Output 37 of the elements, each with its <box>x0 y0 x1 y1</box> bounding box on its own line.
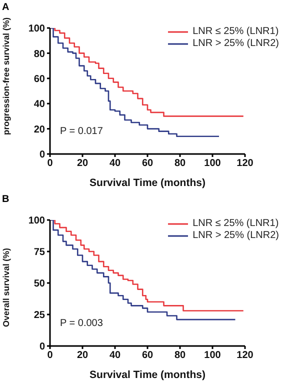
legend-label: LNR > 25% (LNR2) <box>192 38 279 49</box>
x-tick-label: 20 <box>76 350 88 362</box>
y-tick-label: 100 <box>28 216 46 227</box>
y-tick-label: 60 <box>34 74 46 85</box>
x-tick-label: 100 <box>204 350 222 362</box>
y-tick-label: 75 <box>34 247 46 258</box>
x-tick-label: 40 <box>109 158 121 170</box>
y-tick-label: 80 <box>34 48 46 60</box>
x-tick-label: 60 <box>142 350 154 362</box>
y-tick-label: 20 <box>34 124 46 136</box>
x-tick-label: 120 <box>236 158 254 170</box>
x-tick-label: 0 <box>47 350 54 362</box>
text: B <box>2 194 10 205</box>
x-tick-label: 0 <box>47 158 54 170</box>
x-tick-label: 80 <box>174 158 186 170</box>
legend-label: LNR ≤ 25% (LNR1) <box>192 218 279 229</box>
y-tick-label: 0 <box>39 150 46 161</box>
annotation: P = 0.003 <box>60 318 103 329</box>
x-tick-label: 80 <box>174 350 186 362</box>
y-tick-label: 40 <box>34 99 46 110</box>
y-axis-title: Overall survival (%) <box>1 248 12 327</box>
y-axis-title: progression-free survival (%) <box>1 17 12 135</box>
x-tick-label: 100 <box>204 158 222 170</box>
annotation: P = 0.017 <box>60 126 103 137</box>
text: A <box>2 2 10 13</box>
x-tick-label: 20 <box>76 158 88 170</box>
legend-label: LNR ≤ 25% (LNR1) <box>192 26 279 37</box>
x-axis-title: Survival Time (months) <box>90 369 206 381</box>
x-tick-label: 120 <box>236 350 254 362</box>
y-tick-label: 25 <box>34 310 46 322</box>
legend-label: LNR > 25% (LNR2) <box>192 230 279 241</box>
y-tick-label: 0 <box>39 342 46 353</box>
y-tick-label: 100 <box>28 24 46 35</box>
y-tick-label: 50 <box>34 278 46 290</box>
x-axis-title: Survival Time (months) <box>90 177 206 189</box>
x-tick-label: 40 <box>109 350 121 362</box>
x-tick-label: 60 <box>142 158 154 170</box>
